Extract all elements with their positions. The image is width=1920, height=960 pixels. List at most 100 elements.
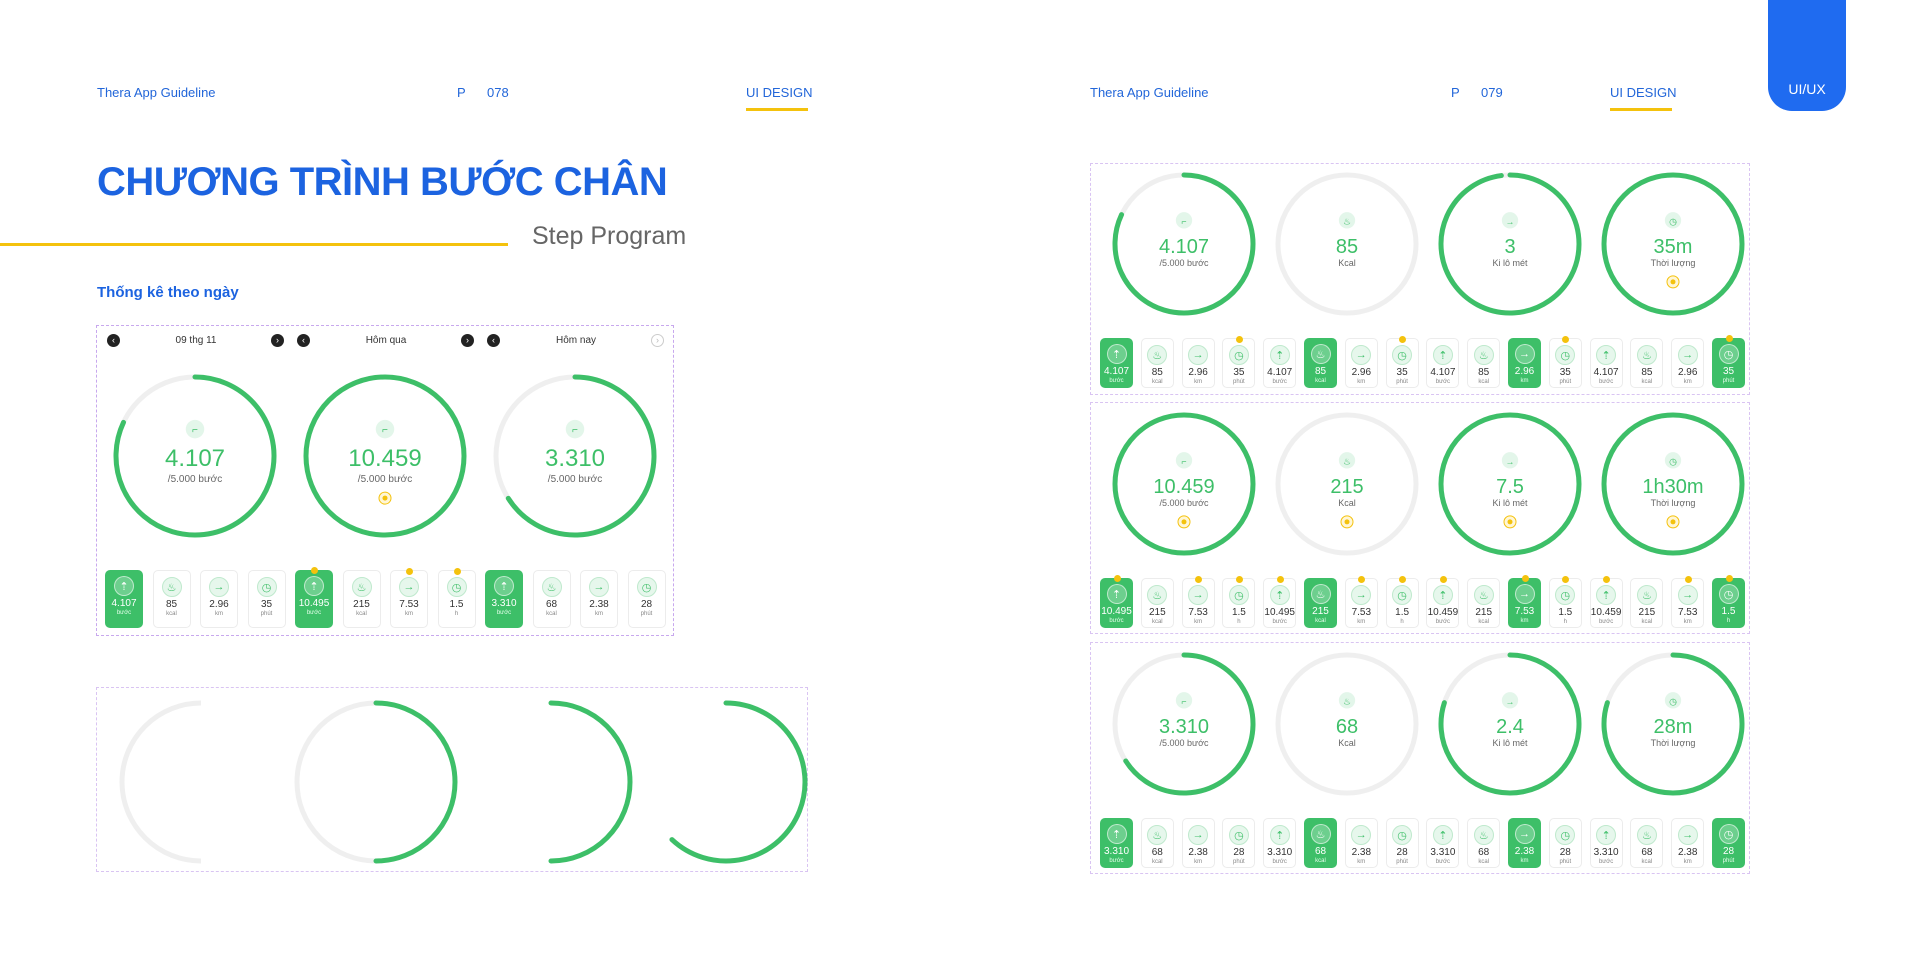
metric-tile[interactable]: ◷ 1.5 h bbox=[1222, 576, 1256, 628]
metric-tile[interactable]: ◷ 35 phút bbox=[1222, 336, 1256, 388]
metric-tile[interactable]: → 7.53 km bbox=[1344, 576, 1378, 628]
left-section-underline bbox=[746, 108, 808, 111]
tile-unit: kcal bbox=[1641, 619, 1653, 625]
achievement-dot bbox=[1725, 575, 1733, 582]
metric-tile[interactable]: → 2.38 km bbox=[1508, 818, 1541, 868]
tile-unit: km bbox=[1194, 379, 1203, 385]
metric-tile[interactable]: ♨ 85 kcal bbox=[1304, 338, 1337, 388]
metric-tile[interactable]: ◷ 35 phút bbox=[247, 570, 286, 628]
metric-tile[interactable]: ◷ 28 phút bbox=[1548, 818, 1582, 868]
ring-progress-arc bbox=[1601, 172, 1745, 316]
metric-tile[interactable]: ⇡ 10.495 bước bbox=[295, 567, 333, 628]
metric-tile[interactable]: ◷ 1.5 h bbox=[1548, 576, 1582, 628]
next-day-button[interactable]: › bbox=[461, 334, 474, 347]
metric-tile[interactable]: ♨ 215 kcal bbox=[1304, 578, 1337, 628]
tile-unit: bước bbox=[1435, 619, 1451, 625]
metric-tile[interactable]: ◷ 28 phút bbox=[1385, 818, 1419, 868]
metric-tile[interactable]: ♨ 68 kcal bbox=[1140, 818, 1174, 868]
ring-unit: /5.000 bước bbox=[1160, 738, 1209, 748]
tile-value: 10.459 bbox=[1590, 607, 1622, 618]
metric-tile[interactable]: ⇡ 4.107 bước bbox=[1263, 338, 1297, 388]
metric-tile[interactable]: → 2.96 km bbox=[1181, 338, 1215, 388]
metric-tile[interactable]: ⇡ 10.495 bước bbox=[1100, 575, 1133, 628]
metric-tile[interactable]: → 7.53 km bbox=[1508, 575, 1541, 628]
metric-tile[interactable]: ⇡ 4.107 bước bbox=[105, 570, 143, 628]
achievement-dot bbox=[1725, 335, 1733, 342]
metric-tile[interactable]: ⇡ 3.310 bước bbox=[1589, 818, 1623, 868]
next-day-button[interactable]: › bbox=[271, 334, 284, 347]
metric-tile[interactable]: ⇡ 3.310 bước bbox=[485, 570, 523, 628]
tile-value: 28 bbox=[1233, 847, 1245, 858]
next-day-button[interactable]: › bbox=[651, 334, 664, 347]
tile-value: 7.53 bbox=[399, 599, 419, 610]
metric-tile[interactable]: ♨ 85 kcal bbox=[1140, 338, 1174, 388]
metric-tile[interactable]: → 2.96 km bbox=[1344, 338, 1378, 388]
metric-tile[interactable]: ♨ 68 kcal bbox=[1304, 818, 1337, 868]
prev-day-button[interactable]: ‹ bbox=[487, 334, 500, 347]
corner-tab-uiux[interactable]: UI/UX bbox=[1768, 0, 1846, 111]
ring-icon-glyph: ♨ bbox=[1343, 456, 1351, 466]
metric-tile[interactable]: ⇡ 4.107 bước bbox=[1589, 338, 1623, 388]
metric-icon: → bbox=[1188, 345, 1209, 365]
metric-tile[interactable]: → 7.53 km bbox=[1181, 576, 1215, 628]
metric-tile[interactable]: → 2.96 km bbox=[200, 570, 238, 628]
metric-tile[interactable]: ◷ 35 phút bbox=[1712, 335, 1745, 388]
metric-icon: ◷ bbox=[1392, 345, 1413, 365]
metric-icon: ◷ bbox=[1228, 585, 1249, 605]
arrow-icon bbox=[1501, 212, 1519, 229]
metric-tile[interactable]: ◷ 28 phút bbox=[1222, 818, 1256, 868]
metric-tile[interactable]: → 7.53 km bbox=[1671, 576, 1705, 628]
tile-value: 1.5 bbox=[1231, 607, 1246, 618]
ring-value: 10.459 bbox=[348, 445, 421, 472]
metric-tile[interactable]: → 7.53 km bbox=[390, 568, 428, 628]
ring-unit: Kcal bbox=[1338, 498, 1356, 508]
right-section-underline bbox=[1610, 108, 1672, 111]
metric-tile[interactable]: → 2.96 km bbox=[1508, 338, 1541, 388]
ring-track bbox=[1275, 412, 1419, 556]
prev-day-button[interactable]: ‹ bbox=[107, 334, 120, 347]
metric-tile[interactable]: → 2.96 km bbox=[1671, 338, 1705, 388]
prev-day-button[interactable]: ‹ bbox=[297, 334, 310, 347]
metric-icon: ⇡ bbox=[1269, 345, 1290, 365]
metric-tile[interactable]: ♨ 215 kcal bbox=[1467, 578, 1501, 628]
metric-tile[interactable]: → 2.38 km bbox=[1671, 818, 1705, 868]
tile-value: 28 bbox=[640, 599, 653, 610]
metric-tile[interactable]: ◷ 1.5 h bbox=[1712, 575, 1745, 628]
metric-tile[interactable]: ◷ 1.5 h bbox=[437, 568, 476, 628]
metric-tile[interactable]: ♨ 68 kcal bbox=[532, 570, 571, 628]
metric-tile[interactable]: ⇡ 3.310 bước bbox=[1426, 818, 1460, 868]
metric-tile[interactable]: → 2.38 km bbox=[1344, 818, 1378, 868]
metric-tile[interactable]: ♨ 68 kcal bbox=[1467, 818, 1501, 868]
metric-tile[interactable]: ◷ 1.5 h bbox=[1385, 576, 1419, 628]
metric-tile[interactable]: ◷ 35 phút bbox=[1385, 336, 1419, 388]
metric-tile[interactable]: ⇡ 3.310 bước bbox=[1263, 818, 1297, 868]
ring-value: 85 bbox=[1336, 236, 1358, 258]
metric-tile[interactable]: ◷ 28 phút bbox=[1712, 818, 1745, 868]
metric-tile[interactable]: ♨ 85 kcal bbox=[152, 570, 191, 628]
metric-icon: ♨ bbox=[1147, 345, 1168, 365]
tile-value: 28 bbox=[1722, 846, 1735, 857]
metric-tile[interactable]: ◷ 28 phút bbox=[627, 570, 666, 628]
metric-tile[interactable]: → 2.38 km bbox=[1181, 818, 1215, 868]
metric-tile[interactable]: ♨ 215 kcal bbox=[1630, 578, 1664, 628]
metric-tile[interactable]: ♨ 215 kcal bbox=[1140, 578, 1174, 628]
metric-tile[interactable]: ⇡ 10.495 bước bbox=[1263, 576, 1297, 628]
metric-tile[interactable]: ⇡ 10.459 bước bbox=[1426, 576, 1460, 628]
metric-tile[interactable]: ♨ 85 kcal bbox=[1467, 338, 1501, 388]
tile-value: 35 bbox=[1559, 367, 1571, 378]
metric-tile[interactable]: ♨ 215 kcal bbox=[342, 570, 381, 628]
metric-tile[interactable]: ♨ 68 kcal bbox=[1630, 818, 1664, 868]
ring-unit: Thời lượng bbox=[1651, 498, 1696, 508]
metric-tile[interactable]: ⇡ 10.459 bước bbox=[1589, 576, 1623, 628]
metric-tile[interactable]: ⇡ 3.310 bước bbox=[1100, 818, 1133, 868]
metric-tile[interactable]: ⇡ 4.107 bước bbox=[1426, 338, 1460, 388]
metric-tile[interactable]: → 2.38 km bbox=[580, 570, 618, 628]
metric-tile[interactable]: ♨ 85 kcal bbox=[1630, 338, 1664, 388]
metric-tile[interactable]: ◷ 35 phút bbox=[1548, 336, 1582, 388]
tile-unit: bước bbox=[1109, 618, 1124, 624]
progress-ring: → 7.5Ki lô mét bbox=[1438, 412, 1582, 556]
metric-tile[interactable]: ⇡ 4.107 bước bbox=[1100, 338, 1133, 388]
metric-icon: ⇡ bbox=[114, 576, 134, 596]
